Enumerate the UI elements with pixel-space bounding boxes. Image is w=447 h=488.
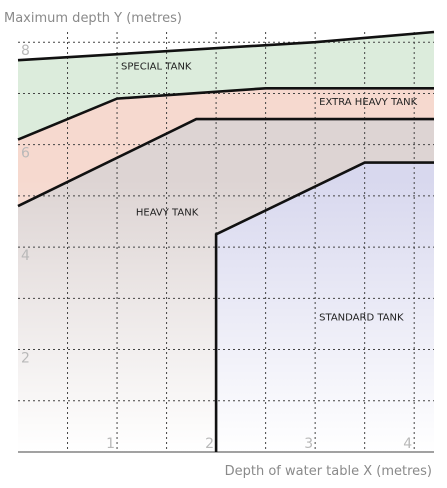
boundary-heavy-lower [214, 161, 434, 452]
x-tick-label: 4 [403, 436, 412, 452]
y-tick-label: 4 [21, 248, 30, 264]
boundary-extra-heavy-lower [17, 117, 434, 208]
boundary-special-lower [17, 87, 434, 141]
x-axis-title: Depth of water table X (metres) [225, 464, 432, 479]
tick-labels: 2 4 6 8 1 2 3 4 [21, 43, 412, 452]
x-tick-label: 1 [106, 436, 115, 452]
zone-label-extra-heavy-tank: EXTRA HEAVY TANK [319, 97, 417, 108]
zone-label-standard-tank: STANDARD TANK [319, 312, 404, 323]
zone-labels: SPECIAL TANK EXTRA HEAVY TANK HEAVY TANK ST… [121, 61, 418, 323]
zone-label-heavy-tank: HEAVY TANK [136, 207, 199, 218]
zone-label-special-tank: SPECIAL TANK [121, 61, 192, 72]
boundary-special-upper [17, 30, 435, 62]
x-tick-label: 2 [205, 436, 214, 452]
y-tick-label: 6 [21, 146, 30, 162]
y-tick-label: 2 [21, 351, 30, 367]
zone-boundaries [17, 30, 435, 452]
x-tick-label: 3 [304, 436, 313, 452]
y-axis-title: Maximum depth Y (metres) [4, 11, 182, 26]
fade-overlay [18, 32, 434, 452]
y-tick-label: 8 [21, 43, 30, 59]
